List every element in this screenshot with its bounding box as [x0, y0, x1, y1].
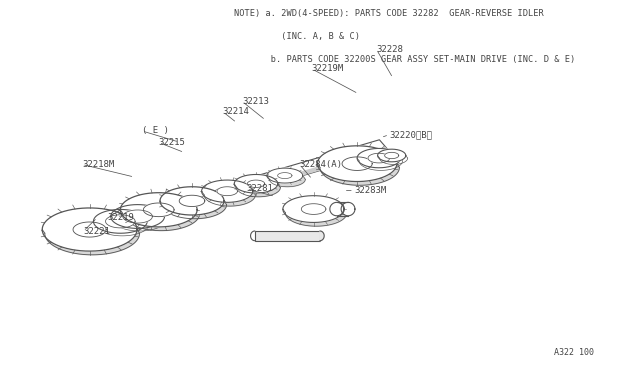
Polygon shape [106, 215, 135, 228]
Polygon shape [63, 140, 388, 243]
Polygon shape [255, 231, 320, 241]
Polygon shape [342, 157, 372, 170]
Polygon shape [385, 153, 399, 158]
Polygon shape [123, 210, 152, 223]
Polygon shape [267, 168, 303, 183]
Text: 32214: 32214 [223, 107, 250, 116]
Polygon shape [111, 205, 164, 228]
Polygon shape [42, 230, 140, 255]
Text: 32284(A): 32284(A) [300, 160, 342, 169]
Text: 32281: 32281 [246, 185, 273, 193]
Text: b. PARTS CODE 32200S GEAR ASSY SET-MAIN DRIVE (INC. D & E): b. PARTS CODE 32200S GEAR ASSY SET-MAIN … [234, 55, 575, 64]
Polygon shape [143, 203, 174, 217]
Polygon shape [217, 187, 237, 196]
Text: 32218M: 32218M [82, 160, 114, 169]
Polygon shape [278, 173, 292, 179]
Polygon shape [341, 202, 355, 216]
Text: 32221: 32221 [83, 227, 110, 236]
Text: ( E ): ( E ) [142, 126, 169, 135]
Polygon shape [73, 222, 106, 237]
Polygon shape [42, 208, 137, 251]
Polygon shape [283, 209, 347, 226]
Text: 32219: 32219 [108, 213, 134, 222]
Polygon shape [234, 174, 278, 193]
Polygon shape [283, 196, 344, 222]
Polygon shape [357, 148, 401, 168]
Polygon shape [160, 201, 227, 219]
Polygon shape [301, 204, 326, 214]
Polygon shape [93, 209, 147, 233]
Text: 32213: 32213 [242, 97, 269, 106]
Text: (INC. A, B & C): (INC. A, B & C) [234, 32, 360, 41]
Text: A322 100: A322 100 [554, 348, 594, 357]
Polygon shape [317, 146, 397, 182]
Polygon shape [378, 149, 406, 162]
Polygon shape [317, 164, 399, 185]
Polygon shape [368, 153, 390, 163]
Polygon shape [179, 195, 205, 206]
Text: 32220（B）: 32220（B） [389, 130, 432, 139]
Text: 32219M: 32219M [312, 64, 344, 73]
Polygon shape [320, 231, 324, 241]
Text: 32283M: 32283M [354, 186, 386, 195]
Polygon shape [120, 193, 197, 227]
Polygon shape [267, 176, 305, 187]
Polygon shape [202, 180, 253, 202]
Text: NOTE) a. 2WD(4-SPEED): PARTS CODE 32282  GEAR-REVERSE IDLER: NOTE) a. 2WD(4-SPEED): PARTS CODE 32282 … [234, 9, 543, 18]
Polygon shape [247, 180, 265, 187]
Text: 32228: 32228 [376, 45, 403, 54]
Polygon shape [234, 184, 280, 197]
Polygon shape [160, 187, 224, 215]
Polygon shape [330, 202, 344, 216]
Polygon shape [68, 147, 388, 243]
Polygon shape [120, 210, 200, 231]
Text: 32215: 32215 [159, 138, 186, 147]
Polygon shape [202, 191, 255, 206]
